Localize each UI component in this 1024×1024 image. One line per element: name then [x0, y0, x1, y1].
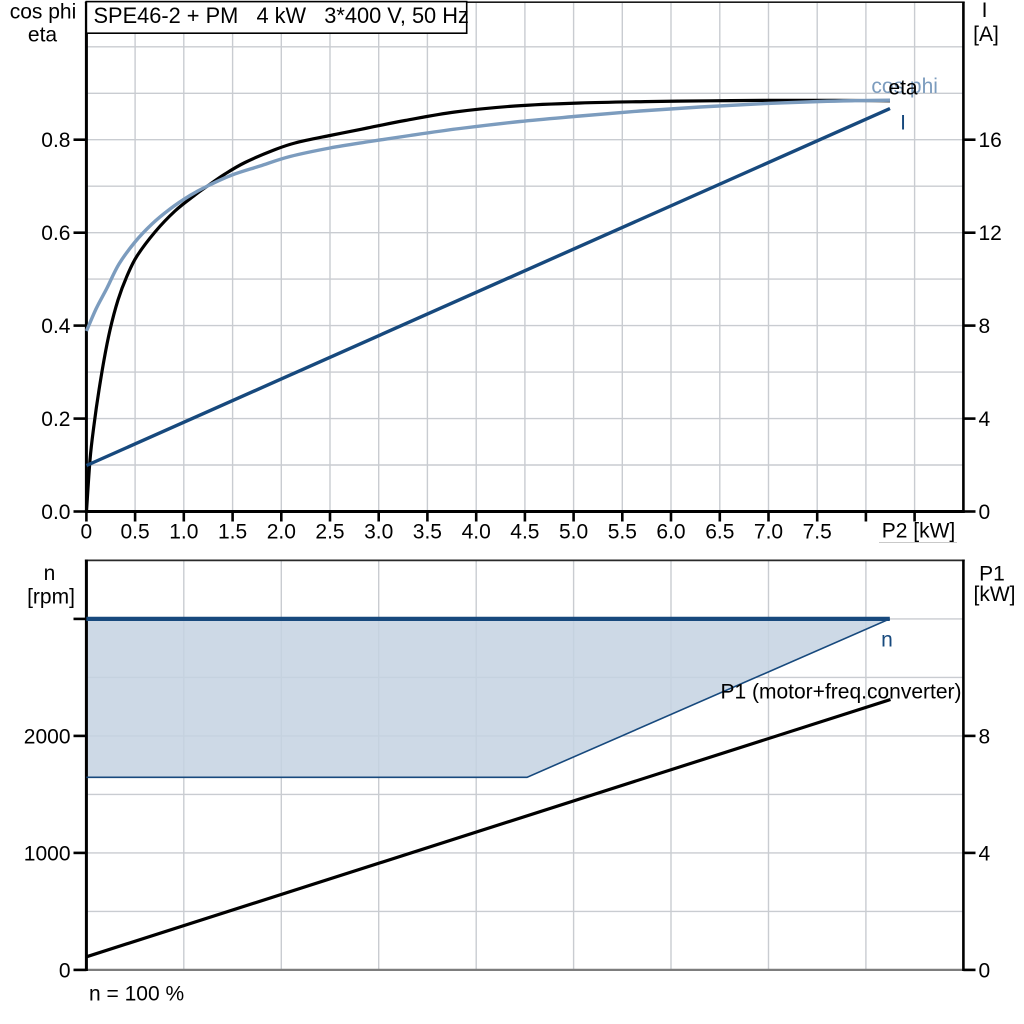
svg-text:0: 0 — [59, 959, 71, 982]
svg-text:0.4: 0.4 — [41, 315, 71, 338]
svg-text:I: I — [900, 112, 906, 135]
svg-text:2000: 2000 — [24, 725, 71, 748]
svg-text:3.0: 3.0 — [364, 521, 393, 544]
svg-text:n: n — [881, 629, 893, 652]
svg-text:P1 (motor+freq.converter): P1 (motor+freq.converter) — [720, 681, 961, 704]
svg-text:n = 100 %: n = 100 % — [89, 983, 184, 1006]
svg-text:4: 4 — [979, 408, 991, 431]
svg-text:0.2: 0.2 — [41, 408, 70, 431]
svg-text:5.0: 5.0 — [559, 521, 588, 544]
svg-text:0: 0 — [979, 501, 991, 524]
svg-text:SPE46-2 + PM 4 kW 3*400 V,: SPE46-2 + PM 4 kW 3*400 V, 50 Hz — [94, 3, 469, 28]
svg-text:4.5: 4.5 — [510, 521, 539, 544]
svg-text:5.5: 5.5 — [608, 521, 637, 544]
svg-text:1.5: 1.5 — [218, 521, 247, 544]
svg-text:1000: 1000 — [24, 842, 71, 865]
svg-text:6.0: 6.0 — [656, 521, 685, 544]
svg-text:8: 8 — [979, 315, 991, 338]
svg-text:0: 0 — [979, 959, 991, 982]
svg-text:eta: eta — [28, 24, 58, 47]
svg-text:4.0: 4.0 — [462, 521, 491, 544]
svg-text:P1: P1 — [979, 563, 1005, 586]
svg-text:2.5: 2.5 — [315, 521, 344, 544]
svg-text:3.5: 3.5 — [413, 521, 442, 544]
svg-text:7.5: 7.5 — [803, 521, 832, 544]
svg-text:4: 4 — [979, 842, 991, 865]
svg-text:0: 0 — [81, 521, 93, 544]
svg-text:7.0: 7.0 — [754, 521, 783, 544]
svg-text:P2 [kW]: P2 [kW] — [882, 520, 956, 543]
svg-text:[A]: [A] — [973, 23, 999, 46]
svg-text:1.0: 1.0 — [169, 521, 198, 544]
svg-text:cos phi: cos phi — [10, 1, 77, 24]
svg-text:cos phi: cos phi — [871, 75, 938, 98]
svg-text:0.0: 0.0 — [41, 501, 70, 524]
svg-text:6.5: 6.5 — [705, 521, 734, 544]
svg-text:n: n — [44, 562, 56, 585]
svg-text:[rpm]: [rpm] — [27, 586, 75, 609]
svg-text:12: 12 — [979, 222, 1002, 245]
svg-text:16: 16 — [979, 129, 1002, 152]
svg-text:eta: eta — [888, 77, 918, 100]
svg-text:[kW]: [kW] — [974, 583, 1016, 606]
svg-text:0.6: 0.6 — [41, 222, 70, 245]
svg-text:I: I — [982, 0, 988, 22]
svg-text:2.0: 2.0 — [267, 521, 296, 544]
svg-text:0.8: 0.8 — [41, 129, 70, 152]
svg-text:0.5: 0.5 — [120, 521, 149, 544]
svg-text:8: 8 — [979, 725, 991, 748]
